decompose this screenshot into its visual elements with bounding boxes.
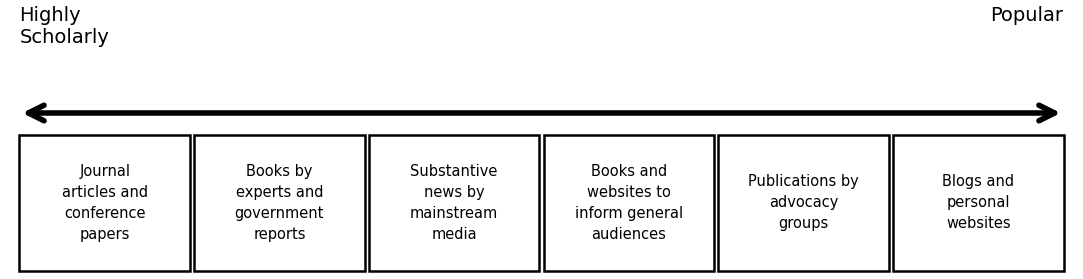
Bar <box>194 135 365 271</box>
Text: Journal
articles and
conference
papers: Journal articles and conference papers <box>62 164 147 242</box>
Bar <box>544 135 714 271</box>
Text: Blogs and
personal
websites: Blogs and personal websites <box>942 174 1015 232</box>
Text: Publications by
advocacy
groups: Publications by advocacy groups <box>748 174 859 232</box>
Text: Popular: Popular <box>991 6 1064 25</box>
Bar <box>19 135 190 271</box>
Bar <box>893 135 1064 271</box>
Bar <box>718 135 889 271</box>
Bar <box>369 135 539 271</box>
Text: Books and
websites to
inform general
audiences: Books and websites to inform general aud… <box>575 164 683 242</box>
Text: Highly
Scholarly: Highly Scholarly <box>19 6 109 47</box>
Text: Books by
experts and
government
reports: Books by experts and government reports <box>235 164 324 242</box>
Text: Substantive
news by
mainstream
media: Substantive news by mainstream media <box>410 164 498 242</box>
